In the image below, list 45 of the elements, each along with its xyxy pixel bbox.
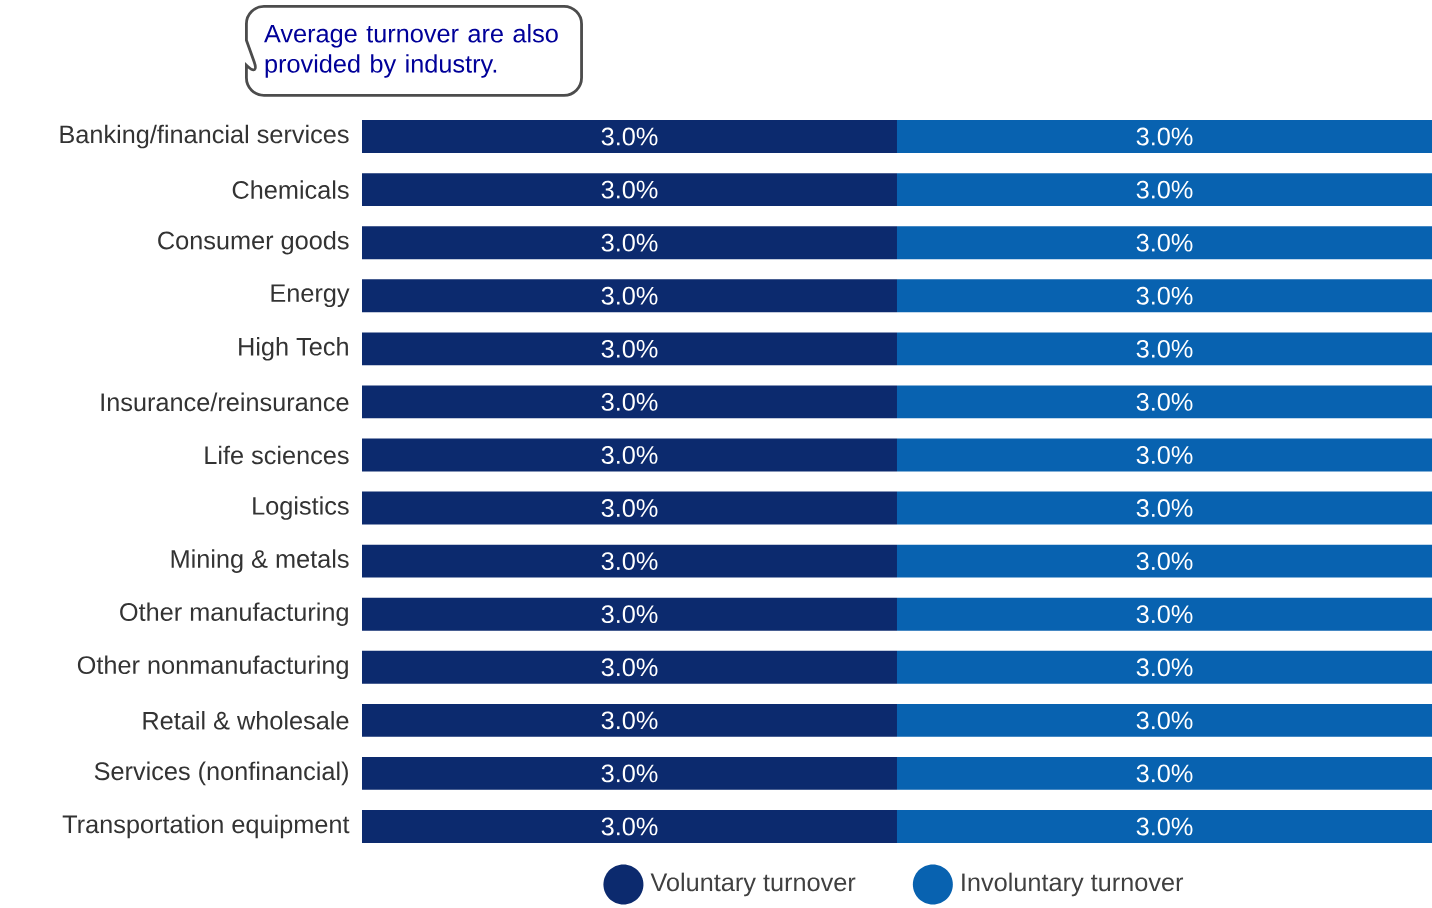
data-label: 3.0% <box>601 605 658 624</box>
text: Average turnover are also provided by industry. <box>264 23 558 78</box>
data-label: 3.0% <box>601 446 658 464</box>
y-tick-label: Chemicals <box>232 180 349 199</box>
data-label: 3.0% <box>1136 339 1193 358</box>
y-tick-label: Retail & wholesale <box>143 711 349 730</box>
data-label: 3.0% <box>601 392 658 411</box>
data-label: 3.0% <box>601 127 658 146</box>
y-tick-label: Banking/financial services <box>60 124 349 149</box>
y-tick-label: High Tech <box>239 337 348 361</box>
data-label: 3.0% <box>1136 446 1193 464</box>
y-tick-label: Other manufacturing <box>120 602 348 626</box>
data-label: 3.0% <box>1136 658 1193 677</box>
data-label: 3.0% <box>601 499 658 517</box>
y-tick-label: Insurance/reinsurance <box>101 392 349 412</box>
data-label: 3.0% <box>1136 552 1193 571</box>
data-label: 3.0% <box>601 817 658 836</box>
data-label: 3.0% <box>1136 233 1193 252</box>
data-label: 3.0% <box>601 658 658 677</box>
y-tick-label: Mining & metals <box>171 549 349 573</box>
y-tick-label: Consumer goods <box>158 230 349 255</box>
data-label: 3.0% <box>1136 286 1193 305</box>
data-label: 3.0% <box>601 339 658 358</box>
data-label: 3.0% <box>1136 499 1193 517</box>
data-label: 3.0% <box>1136 764 1193 783</box>
legend-label: Involuntary turnover <box>962 872 1184 897</box>
data-label: 3.0% <box>601 286 658 305</box>
data-label: 3.0% <box>1136 817 1193 836</box>
legend-label: Voluntary turnover <box>650 872 856 897</box>
data-label: 3.0% <box>1136 180 1193 199</box>
data-label: 3.0% <box>1136 711 1193 730</box>
data-label: 3.0% <box>1136 127 1193 146</box>
y-tick-label: Logistics <box>253 496 349 520</box>
data-label: 3.0% <box>601 711 658 730</box>
data-label: 3.0% <box>601 552 658 571</box>
y-tick-label: Other nonmanufacturing <box>77 655 348 680</box>
y-tick-label: Life sciences <box>205 445 349 465</box>
y-tick-label: Energy <box>271 284 350 308</box>
data-label: 3.0% <box>601 233 658 252</box>
data-label: 3.0% <box>601 180 658 199</box>
data-label: 3.0% <box>1136 392 1193 411</box>
data-label: 3.0% <box>601 764 658 783</box>
y-tick-label: Services (nonfinancial) <box>94 761 348 786</box>
data-label: 3.0% <box>1136 605 1193 624</box>
y-tick-label: Transportation equipment <box>62 814 350 839</box>
